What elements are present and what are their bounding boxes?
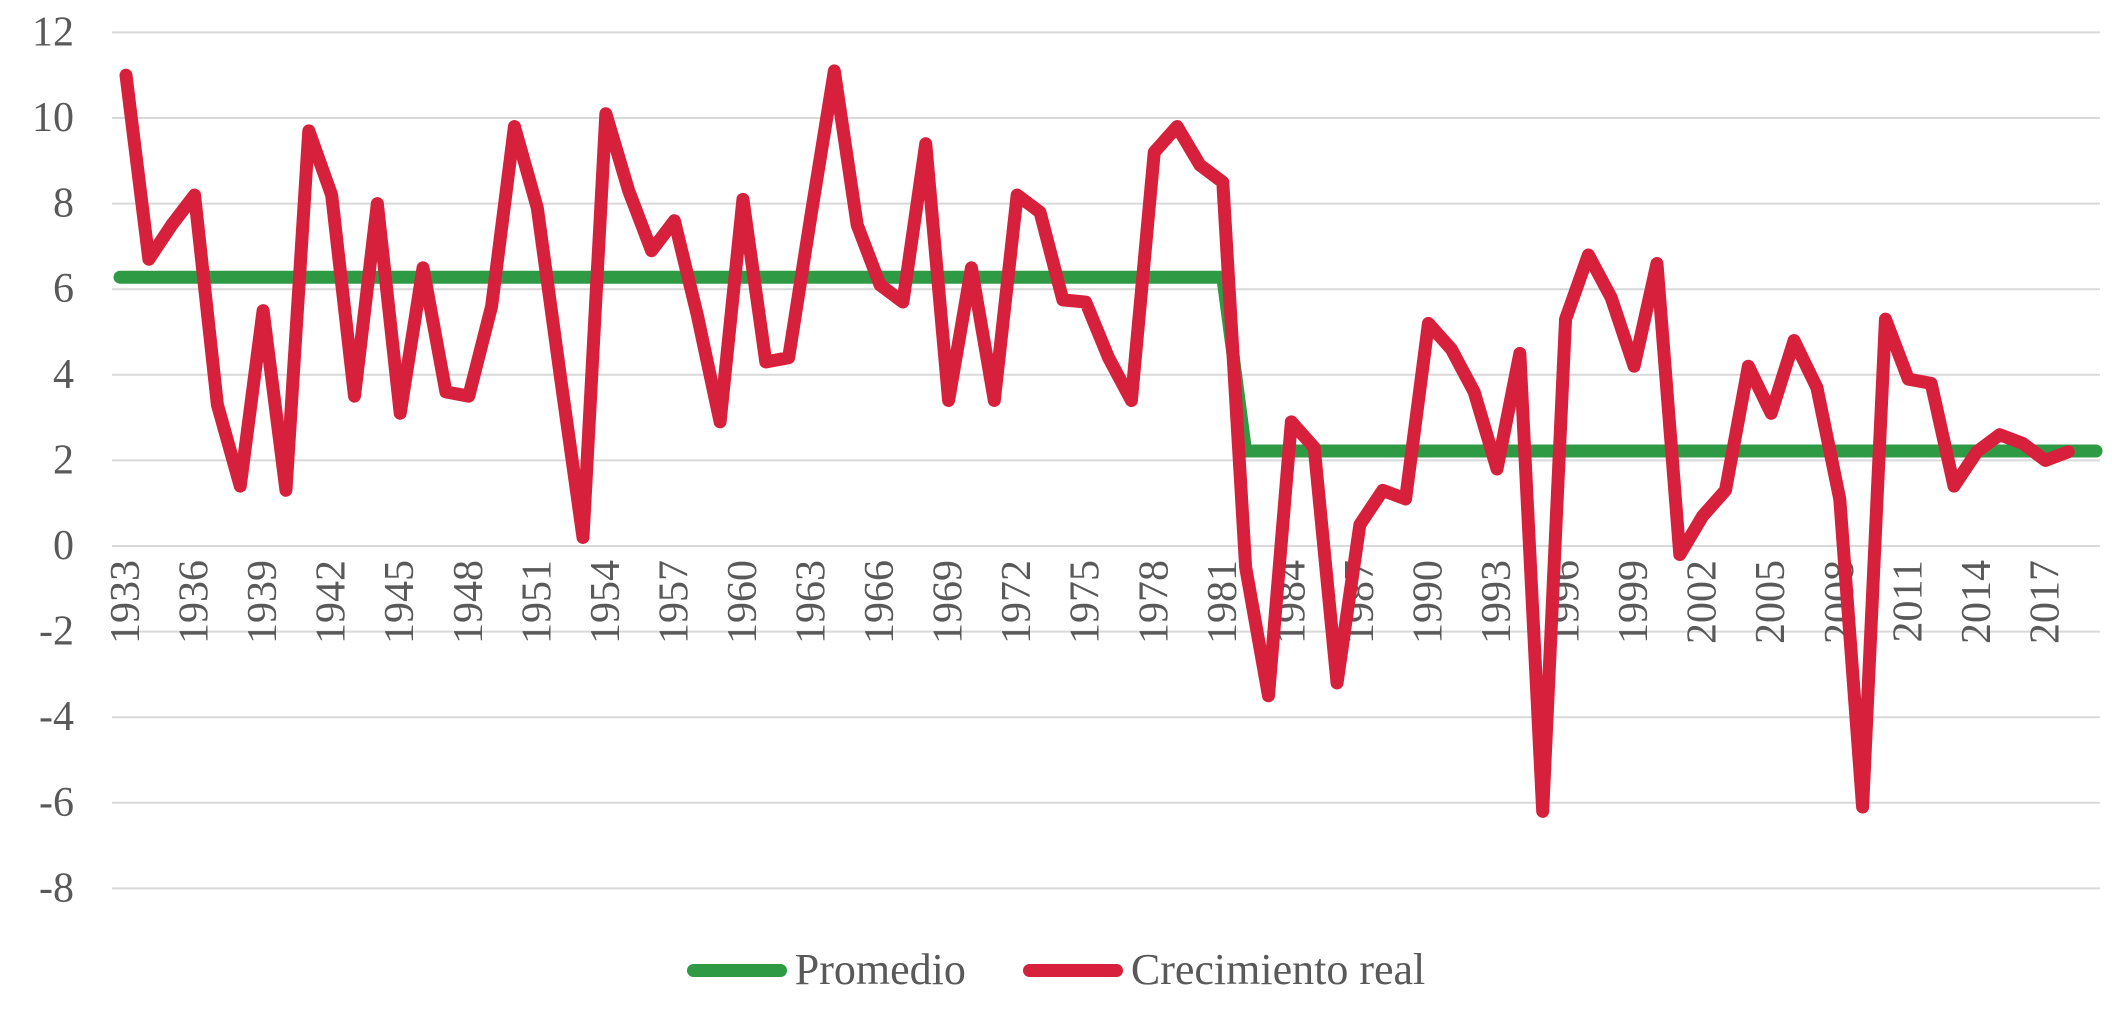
crecimiento-real-line [119, 64, 2075, 818]
x-axis-label: 2011 [1885, 560, 1931, 642]
x-axis-label: 1969 [926, 560, 972, 644]
x-axis-label: 1951 [514, 560, 560, 644]
x-axis-label: 1975 [1063, 560, 1109, 644]
y-axis-label: -2 [39, 609, 74, 655]
x-axis-label: 1936 [172, 560, 218, 644]
x-axis-label: 1939 [240, 560, 286, 644]
x-axis-label: 2014 [1954, 560, 2000, 644]
legend-label-promedio: Promedio [794, 945, 966, 994]
y-axis-label: 6 [53, 266, 74, 312]
x-axis-label: 1963 [789, 560, 835, 644]
chart-legend: Promedio Crecimiento real [0, 948, 2112, 992]
x-axis-label: 2002 [1680, 560, 1726, 644]
x-axis-label: 1954 [583, 560, 629, 644]
y-axis-label: 2 [53, 437, 74, 483]
y-axis-label: 0 [53, 523, 74, 569]
legend-item-promedio: Promedio [686, 945, 966, 994]
x-axis-label: 1957 [651, 560, 697, 644]
y-axis-label: 8 [53, 181, 74, 227]
promedio-line-swatch [686, 963, 787, 977]
x-axis-label: 1942 [309, 560, 355, 644]
crecimiento-real-line-swatch [1022, 963, 1123, 977]
x-axis-label: 1933 [103, 560, 149, 644]
x-axis-label: 2005 [1748, 560, 1794, 644]
legend-label-crecimiento-real: Crecimiento real [1130, 945, 1426, 994]
x-axis-label: 2017 [2022, 560, 2068, 644]
x-axis-label: 1978 [1131, 560, 1177, 644]
legend-item-crecimiento-real: Crecimiento real [1022, 945, 1426, 994]
x-axis-label: 1960 [720, 560, 766, 644]
x-axis-label: 1981 [1200, 560, 1246, 644]
y-axis-label: 12 [32, 9, 74, 55]
x-axis-label: 1990 [1405, 560, 1451, 644]
x-axis-label: 1972 [994, 560, 1040, 644]
y-axis-label: 4 [53, 352, 74, 398]
y-axis-label: -6 [39, 780, 74, 826]
x-axis-label: 1945 [377, 560, 423, 644]
y-axis-label: -4 [39, 694, 74, 740]
x-axis-label: 1993 [1474, 560, 1520, 644]
x-axis-label: 1966 [857, 560, 903, 644]
y-axis-label: -8 [39, 865, 74, 911]
x-axis-label: 1999 [1611, 560, 1657, 644]
x-axis-label: 1948 [446, 560, 492, 644]
y-axis-label: 10 [32, 95, 74, 141]
